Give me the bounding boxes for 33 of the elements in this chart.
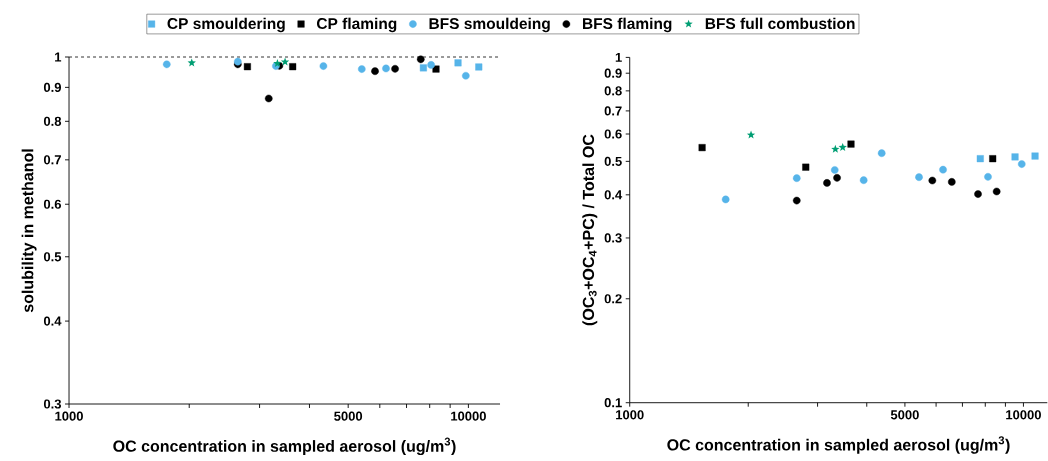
legend-label: BFS flaming [583,17,672,33]
x-tick-label: 1000 [616,410,644,420]
x-tick-label: 5000 [890,410,919,420]
y-tick-label: 0.3 [604,233,622,243]
legend-label: CP smouldering [167,17,285,33]
x-tick-label: 1000 [55,411,83,421]
y-axis-title: solubility in methanol [21,149,37,313]
y-tick-label: 0.5 [43,252,62,262]
legend-label: CP flaming [316,17,397,33]
y-tick-label: 0.3 [43,399,62,409]
x-tick-label: 10000 [451,411,486,421]
y-tick-label: 0.8 [43,116,62,126]
y-tick-label: 0.4 [604,190,623,200]
y-tick-label: 0.2 [604,294,622,304]
legend-label: BFS smouldeing [429,17,550,33]
x-tick-label: 10000 [1006,410,1041,420]
y-tick-label: 0.6 [604,129,622,139]
y-tick-label: 0.5 [604,156,622,166]
y-tick-label: 0.6 [43,199,62,209]
y-axis-title: (OC$_{3}$+OC$_{4}$+PC) / Total OC [582,134,598,326]
y-tick-label: 0.9 [43,82,62,92]
legend-label: BFS full combustion [705,17,855,30]
x-axis-title: OC concentration in sampled aerosol (ug/m$^{3}$) [113,437,456,456]
y-tick-label: 0.7 [604,106,622,116]
y-tick-label: 0.9 [604,68,622,78]
x-axis-title: OC concentration in sampled aerosol (ug/m$^{3}$) [667,436,1010,454]
y-tick-label: 1 [55,52,62,62]
y-tick-label: 0.4 [43,316,62,326]
y-tick-label: 0.1 [604,398,622,408]
y-tick-label: 1 [615,52,622,62]
x-tick-label: 5000 [334,411,363,421]
y-tick-label: 0.8 [604,86,622,96]
y-tick-label: 0.7 [43,155,61,165]
